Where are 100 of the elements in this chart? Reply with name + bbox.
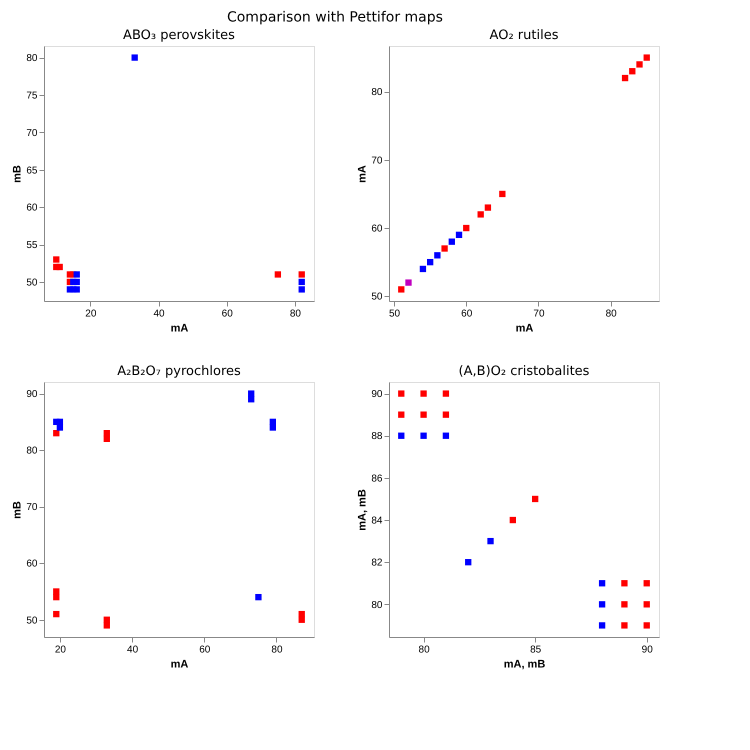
point	[74, 286, 80, 293]
point	[442, 412, 450, 418]
y-tick-label: 70	[371, 155, 383, 166]
point	[532, 496, 538, 502]
y-axis-title: mB	[11, 501, 24, 519]
point	[420, 432, 427, 439]
point	[598, 580, 606, 586]
point	[499, 190, 506, 198]
point	[644, 54, 650, 61]
y-tick-label: 80	[26, 53, 38, 64]
y-tick-label: 55	[26, 240, 38, 252]
point	[420, 412, 427, 418]
x-tick-label: 80	[606, 308, 618, 320]
x-axis-title: mA	[516, 322, 534, 334]
y-tick-label: 80	[26, 446, 38, 457]
y-tick-label: 50	[26, 615, 38, 626]
x-tick-label: 90	[642, 644, 654, 656]
text: Comparison with Pettifor maps	[226, 10, 443, 26]
point	[104, 436, 110, 442]
y-tick-label: 86	[371, 473, 383, 484]
point	[442, 432, 450, 439]
chart-title: ABO₃ perovskites	[123, 28, 236, 43]
y-tick-label: 70	[26, 128, 38, 139]
x-tick-label: 40	[153, 308, 166, 320]
x-tick-label: 20	[85, 308, 97, 320]
point	[270, 418, 276, 426]
point	[298, 271, 305, 278]
point	[56, 418, 64, 426]
y-tick-label: 50	[26, 277, 38, 288]
y-tick-label: 65	[26, 165, 38, 176]
y-tick-label: 82	[371, 558, 383, 569]
point	[426, 258, 434, 266]
y-tick-label: 80	[371, 600, 383, 611]
y-tick-label: 70	[26, 502, 38, 514]
chart-title: AO₂ rutiles	[490, 28, 559, 43]
point	[441, 245, 448, 252]
point	[621, 622, 628, 629]
chart-title: A₂B₂O₇ pyrochlores	[117, 364, 241, 379]
point	[465, 559, 472, 566]
x-tick-label: 70	[533, 308, 545, 320]
chart-title: (A,B)O₂ cristobalites	[458, 364, 590, 379]
point	[74, 271, 80, 278]
point	[456, 232, 462, 238]
y-tick-label: 84	[371, 516, 383, 527]
x-axis-title: mA, mB	[504, 658, 546, 670]
x-tick-label: 60	[199, 644, 211, 656]
point	[442, 390, 450, 397]
x-tick-label: 80	[290, 308, 302, 320]
point	[487, 538, 494, 544]
point	[644, 601, 650, 608]
point	[398, 412, 404, 418]
y-tick-label: 88	[371, 431, 383, 442]
x-tick-label: 85	[530, 644, 542, 656]
x-tick-label: 60	[461, 308, 473, 320]
x-tick-label: 60	[222, 308, 234, 320]
point	[132, 54, 138, 61]
point	[398, 390, 404, 397]
point	[104, 622, 110, 629]
point	[420, 266, 426, 272]
point	[420, 390, 427, 397]
point	[463, 224, 470, 232]
y-tick-label: 90	[26, 389, 38, 400]
y-axis-title: mA, mB	[356, 489, 368, 531]
point	[405, 279, 412, 286]
x-tick-label: 80	[271, 644, 283, 656]
y-axis-title: mA	[356, 165, 368, 183]
point	[644, 580, 650, 586]
y-tick-label: 50	[371, 292, 383, 303]
point	[636, 61, 643, 68]
point	[621, 601, 628, 608]
point	[274, 271, 282, 278]
point	[398, 286, 404, 293]
x-tick-label: 50	[388, 308, 401, 320]
point	[298, 278, 305, 286]
y-tick-label: 60	[371, 224, 383, 235]
x-tick-label: 40	[127, 644, 139, 656]
point	[298, 286, 305, 293]
point	[298, 616, 305, 623]
point	[622, 74, 628, 82]
y-tick-label: 90	[371, 389, 383, 400]
point	[56, 264, 63, 270]
x-tick-label: 20	[54, 644, 66, 656]
point	[644, 622, 650, 629]
y-tick-label: 80	[371, 87, 383, 98]
point	[484, 204, 492, 211]
point	[398, 432, 404, 439]
point	[53, 430, 60, 436]
point	[598, 601, 606, 608]
point	[621, 580, 628, 586]
point	[53, 610, 60, 618]
point	[53, 594, 60, 600]
point	[510, 516, 516, 524]
point	[53, 256, 60, 263]
point	[448, 238, 455, 245]
x-axis-title: mA	[170, 322, 188, 334]
point	[255, 594, 262, 600]
x-axis-title: mA	[170, 658, 188, 670]
y-tick-label: 60	[26, 202, 38, 214]
point	[598, 622, 606, 629]
point	[248, 396, 254, 402]
